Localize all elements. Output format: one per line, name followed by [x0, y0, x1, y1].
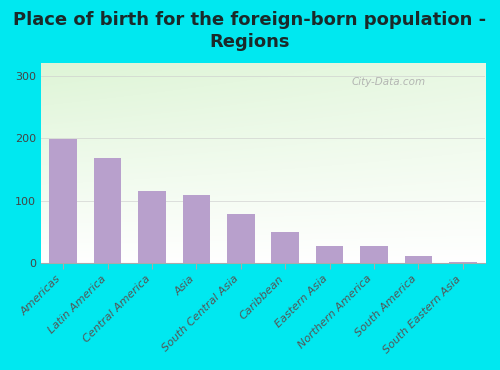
Bar: [316, 246, 344, 263]
Text: Place of birth for the foreign-born population -
Regions: Place of birth for the foreign-born popu…: [14, 11, 486, 51]
Bar: [227, 214, 254, 263]
Bar: [138, 191, 166, 263]
Bar: [272, 232, 299, 263]
Bar: [94, 158, 122, 263]
Bar: [50, 139, 77, 263]
Bar: [360, 246, 388, 263]
Bar: [449, 262, 476, 263]
Text: City-Data.com: City-Data.com: [352, 77, 426, 87]
Bar: [182, 195, 210, 263]
Bar: [404, 256, 432, 263]
